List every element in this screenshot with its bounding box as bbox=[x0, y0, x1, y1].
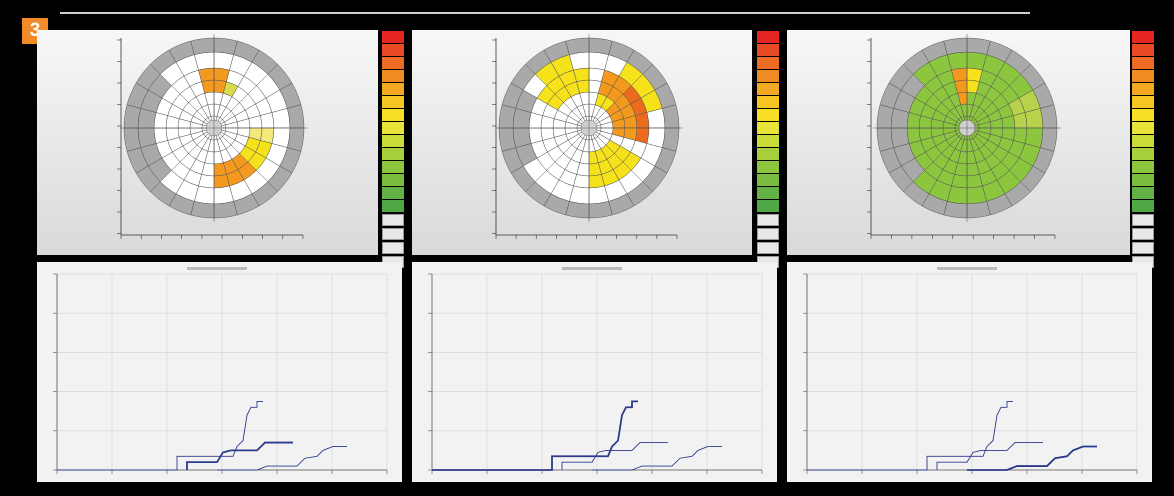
cumulative-curve bbox=[57, 400, 263, 471]
cumulative-curve bbox=[592, 446, 722, 471]
scale-level-cell bbox=[757, 44, 779, 56]
scale-option-button[interactable] bbox=[382, 214, 404, 226]
scale-level-cell bbox=[382, 135, 404, 147]
scale-level-cell bbox=[1132, 161, 1154, 173]
polar-grid-map bbox=[492, 34, 683, 239]
scale-level-cell bbox=[382, 109, 404, 121]
perimetry-map-panel-3 bbox=[787, 30, 1130, 255]
scale-level-cell bbox=[1132, 44, 1154, 56]
perimetry-map-panel-1 bbox=[37, 30, 378, 255]
scale-level-cell bbox=[757, 161, 779, 173]
scale-level-cell bbox=[757, 187, 779, 199]
cumulative-curve bbox=[967, 445, 1097, 471]
perimetry-map-panel-2 bbox=[412, 30, 752, 255]
cumulative-line-graph bbox=[53, 267, 388, 474]
scale-level-cell bbox=[1132, 70, 1154, 82]
scale-level-cell bbox=[382, 161, 404, 173]
scale-level-cell bbox=[757, 57, 779, 69]
scale-level-cell bbox=[1132, 96, 1154, 108]
scale-level-cell bbox=[1132, 174, 1154, 186]
scale-option-button[interactable] bbox=[1132, 228, 1154, 240]
scale-level-cell bbox=[1132, 57, 1154, 69]
scale-option-button[interactable] bbox=[757, 228, 779, 240]
cumulative-curve bbox=[432, 400, 638, 471]
cumulative-graph-panel-3 bbox=[787, 262, 1152, 482]
polar-grid-map bbox=[117, 34, 308, 239]
scale-level-cell bbox=[382, 148, 404, 160]
scale-level-cell bbox=[757, 148, 779, 160]
scale-level-cell bbox=[757, 200, 779, 212]
scale-level-cell bbox=[382, 31, 404, 43]
scale-level-cell bbox=[1132, 109, 1154, 121]
scale-level-cell bbox=[382, 200, 404, 212]
scale-level-cell bbox=[382, 83, 404, 95]
cumulative-line-graph bbox=[428, 267, 763, 474]
scale-level-cell bbox=[382, 96, 404, 108]
scale-level-cell bbox=[757, 70, 779, 82]
top-rule bbox=[60, 12, 1030, 14]
cumulative-curve bbox=[936, 442, 1043, 470]
cumulative-curve bbox=[561, 442, 668, 470]
scale-level-cell bbox=[757, 31, 779, 43]
scale-level-cell bbox=[1132, 200, 1154, 212]
scale-level-cell bbox=[757, 109, 779, 121]
scale-option-button[interactable] bbox=[757, 242, 779, 254]
scale-level-cell bbox=[1132, 135, 1154, 147]
cumulative-line-graph bbox=[803, 267, 1138, 474]
scale-level-cell bbox=[757, 96, 779, 108]
scale-level-cell bbox=[757, 135, 779, 147]
scale-level-cell bbox=[1132, 148, 1154, 160]
scale-level-cell bbox=[382, 70, 404, 82]
scale-option-button[interactable] bbox=[1132, 214, 1154, 226]
cumulative-curve bbox=[186, 441, 293, 470]
scale-level-cell bbox=[1132, 122, 1154, 134]
scale-option-button[interactable] bbox=[382, 228, 404, 240]
polar-grid-map bbox=[867, 34, 1061, 239]
scale-level-cell bbox=[382, 174, 404, 186]
scale-level-cell bbox=[382, 187, 404, 199]
scale-level-cell bbox=[757, 174, 779, 186]
scale-level-cell bbox=[757, 83, 779, 95]
color-scale-3 bbox=[1132, 31, 1154, 268]
color-scale-2 bbox=[757, 31, 779, 268]
scale-level-cell bbox=[1132, 83, 1154, 95]
scale-level-cell bbox=[382, 44, 404, 56]
cumulative-graph-panel-2 bbox=[412, 262, 777, 482]
color-scale-1 bbox=[382, 31, 404, 268]
scale-option-button[interactable] bbox=[757, 214, 779, 226]
scale-level-cell bbox=[1132, 31, 1154, 43]
scale-level-cell bbox=[1132, 187, 1154, 199]
scale-level-cell bbox=[382, 122, 404, 134]
cumulative-graph-panel-1 bbox=[37, 262, 402, 482]
cumulative-curve bbox=[807, 400, 1013, 471]
scale-option-button[interactable] bbox=[1132, 242, 1154, 254]
scale-option-button[interactable] bbox=[382, 242, 404, 254]
scale-level-cell bbox=[382, 57, 404, 69]
scale-level-cell bbox=[757, 122, 779, 134]
cumulative-curve bbox=[217, 446, 347, 471]
